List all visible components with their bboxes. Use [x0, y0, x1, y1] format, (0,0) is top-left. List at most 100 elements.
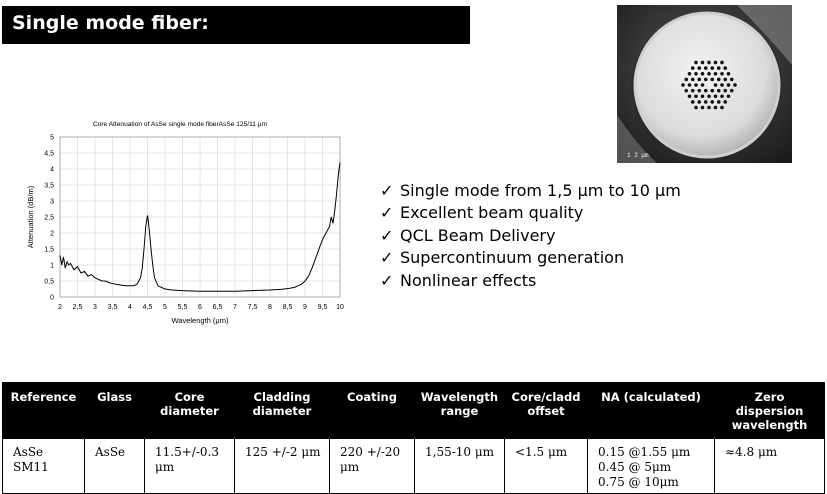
air-hole [733, 83, 737, 87]
column-header: NA (calculated) [587, 382, 715, 439]
y-tick-label: 3,5 [44, 183, 54, 190]
column-header: Cladding diameter [234, 382, 330, 439]
air-hole [726, 71, 731, 76]
air-hole [694, 94, 698, 99]
chart-title: Core Attenuation of AsSe single mode fib… [93, 121, 268, 128]
x-tick-label: 2 [58, 304, 62, 311]
title-bar: Single mode fiber: [2, 6, 470, 44]
air-hole [697, 100, 702, 104]
air-hole [729, 88, 734, 93]
y-tick-label: 2,5 [44, 215, 54, 222]
x-tick-label: 6 [198, 304, 202, 311]
air-hole [713, 105, 718, 110]
air-hole [707, 60, 711, 65]
list-item: ✓ Single mode from 1,5 μm to 10 μm [380, 180, 681, 202]
table-cell: 1,55-10 μm [414, 438, 505, 494]
x-tick-label: 9,5 [318, 304, 328, 311]
air-hole [713, 60, 718, 65]
photo-caption: 1 2 μm [627, 152, 649, 159]
air-hole [720, 60, 724, 65]
air-hole [700, 105, 705, 110]
table-cell: <1.5 μm [504, 438, 588, 494]
column-header: Coating [329, 382, 415, 439]
air-hole [729, 77, 734, 82]
air-hole [720, 94, 724, 99]
spec-table: Reference Glass Core diameter Cladding d… [2, 382, 825, 494]
air-hole [726, 83, 731, 87]
y-tick-label: 3 [50, 199, 54, 206]
air-hole [700, 83, 705, 87]
air-hole [707, 94, 711, 99]
air-hole [700, 94, 705, 99]
air-hole [707, 105, 711, 110]
x-tick-label: 5 [163, 304, 167, 311]
feature-text: Nonlinear effects [400, 270, 537, 290]
air-hole [720, 71, 724, 76]
y-tick-label: 4 [50, 167, 54, 174]
list-item: ✓ Excellent beam quality [380, 202, 681, 224]
x-tick-label: 2,5 [73, 304, 83, 311]
air-hole [723, 100, 728, 104]
air-hole [723, 88, 728, 93]
column-header: Core diameter [144, 382, 235, 439]
list-item: ✓ Supercontinuum generation [380, 247, 681, 269]
air-hole [697, 66, 702, 70]
air-hole [697, 77, 702, 82]
air-hole [720, 83, 724, 87]
air-hole [726, 94, 731, 99]
x-tick-label: 3 [93, 304, 97, 311]
table-row: AsSe SM11 AsSe 11.5+/-0.3 μm 125 +/-2 μm… [2, 438, 825, 494]
air-hole [690, 77, 695, 82]
air-hole [720, 105, 724, 110]
attenuation-series-line [59, 162, 341, 292]
x-tick-label: 8 [268, 304, 272, 311]
table-cell: 11.5+/-0.3 μm [144, 438, 235, 494]
attenuation-chart: Core Attenuation of AsSe single mode fib… [26, 121, 344, 325]
air-hole [703, 77, 708, 82]
column-header: Zero dispersion wavelength [714, 382, 825, 439]
table-cell: AsSe [84, 438, 145, 494]
feature-text: QCL Beam Delivery [400, 225, 556, 245]
y-tick-label: 4,5 [44, 151, 54, 158]
table-cell: 125 +/-2 μm [234, 438, 330, 494]
air-hole [710, 88, 715, 93]
table-cell: ≈4.8 μm [714, 438, 825, 494]
table-header-row: Reference Glass Core diameter Cladding d… [2, 382, 825, 439]
air-hole [694, 83, 698, 87]
y-axis-label: Attenuation (dB/m) [26, 185, 35, 248]
y-tick-label: 1 [50, 263, 54, 270]
air-hole [723, 66, 728, 70]
air-hole [687, 83, 692, 87]
y-tick-label: 1,5 [44, 247, 54, 254]
x-tick-label: 4 [128, 304, 132, 311]
x-axis-label: Wavelength (μm) [172, 316, 229, 325]
air-hole [703, 66, 708, 70]
air-hole [723, 77, 728, 82]
y-tick-labels: 0 0,5 1 1,5 2 2,5 3 3,5 4 4,5 5 [44, 135, 54, 302]
table-cell: 220 +/-20 μm [329, 438, 415, 494]
air-hole [710, 66, 715, 70]
x-tick-label: 8,5 [283, 304, 293, 311]
x-tick-label: 10 [336, 304, 344, 311]
x-tick-label: 4,5 [143, 304, 153, 311]
air-hole [716, 88, 721, 93]
y-tick-label: 0,5 [44, 279, 54, 286]
x-tick-labels: 2 2,5 3 3,5 4 4,5 5 5,5 6 6,5 7 7,5 8 8,5 9 9,5 10 [58, 304, 344, 311]
list-item: ✓ Nonlinear effects [380, 270, 681, 292]
page-title: Single mode fiber: [12, 12, 209, 34]
check-icon: ✓ [380, 225, 394, 245]
y-tick-label: 0 [50, 295, 54, 302]
air-hole [690, 88, 695, 93]
air-hole [687, 71, 692, 76]
fiber-cross-section-image: 1 2 μm [617, 5, 792, 163]
y-tick-label: 2 [50, 231, 54, 238]
check-icon: ✓ [380, 203, 394, 223]
x-tick-label: 6,5 [213, 304, 223, 311]
check-icon: ✓ [380, 270, 394, 290]
check-icon: ✓ [380, 248, 394, 268]
x-tick-label: 3,5 [108, 304, 118, 311]
column-header: Core/cladd offset [504, 382, 588, 439]
x-tick-label: 5,5 [178, 304, 188, 311]
list-item: ✓ QCL Beam Delivery [380, 225, 681, 247]
air-holes [681, 60, 737, 110]
